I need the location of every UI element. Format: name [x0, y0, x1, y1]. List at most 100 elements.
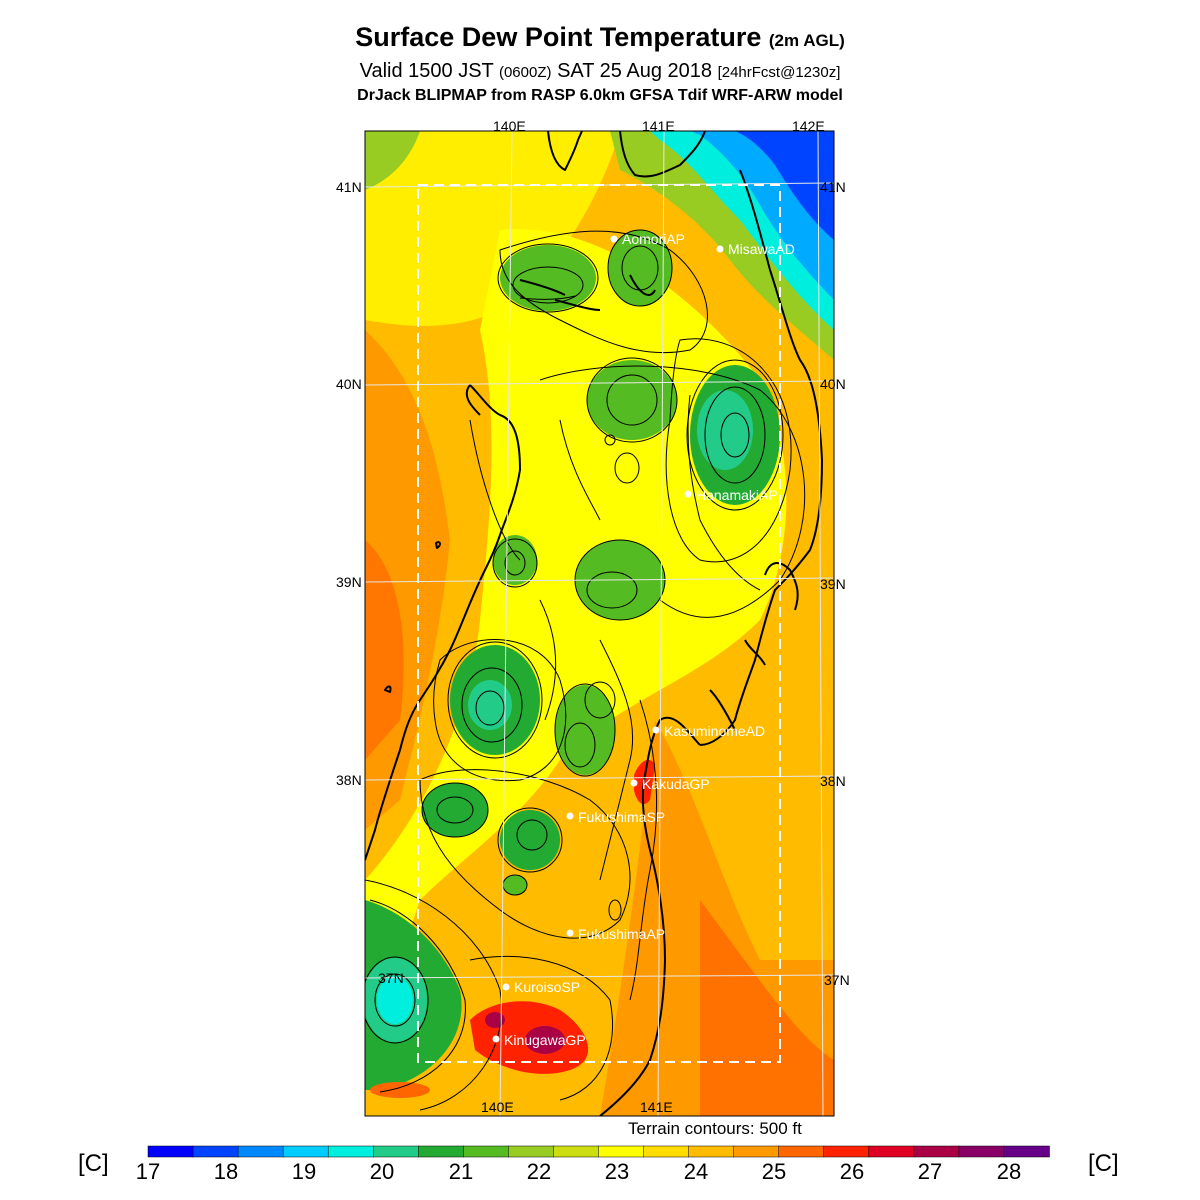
- station-label: HanamakiAP: [696, 487, 778, 503]
- lon-label-top-141: 141E: [642, 118, 675, 134]
- station-label: AomoriAP: [622, 231, 685, 247]
- inner-domain-boundary: [417, 184, 781, 1063]
- station-marker: [502, 983, 510, 991]
- station-marker: [492, 1035, 500, 1043]
- station-marker: [716, 245, 724, 253]
- station-marker: [566, 812, 574, 820]
- valid-date: SAT 25 Aug 2018: [557, 60, 713, 82]
- colorbar-swatch: [733, 1145, 780, 1158]
- colorbar-tick: 27: [918, 1159, 942, 1184]
- title-valid: Valid 1500 JST (0600Z) SAT 25 Aug 2018 […: [0, 58, 1200, 86]
- title-main: Surface Dew Point Temperature (2m AGL): [0, 20, 1200, 58]
- stations: AomoriAP MisawaAD HanamakiAP KasuminomeA…: [492, 231, 795, 1048]
- forecast-info: [24hrFcst@1230z]: [717, 64, 841, 81]
- colorbar: 17 18 19 20 21 22 23 24 25 26 27 28: [136, 1145, 1050, 1184]
- station-marker: [566, 929, 574, 937]
- station-marker: [630, 779, 638, 787]
- field-green-4b: [697, 390, 753, 470]
- lat-label-right-41: 41N: [820, 179, 846, 195]
- field-green-9: [422, 783, 488, 837]
- field-green-5: [493, 535, 537, 585]
- colorbar-swatch: [463, 1145, 510, 1158]
- field-purple-south-2: [485, 1012, 505, 1028]
- lon-label-bottom-140: 140E: [481, 1099, 514, 1115]
- colorbar-tick: 19: [292, 1159, 316, 1184]
- field-cyan-sw-core: [377, 976, 413, 1024]
- colorbar-swatch: [1003, 1145, 1050, 1158]
- colorbar-swatch: [147, 1145, 194, 1158]
- colorbar-swatch: [508, 1145, 555, 1158]
- colorbar-unit-right: [C]: [1088, 1150, 1119, 1177]
- title-main-text: Surface Dew Point Temperature: [355, 22, 762, 52]
- lat-label-right-37: 37N: [824, 972, 850, 988]
- terrain-contours: [365, 229, 806, 1111]
- lon-label-top-142: 142E: [792, 118, 825, 134]
- field-north-yellow: [365, 131, 620, 326]
- station-marker: [684, 490, 692, 498]
- colorbar-swatch: [913, 1145, 960, 1158]
- colorbar-swatch: [958, 1145, 1005, 1158]
- lat-label-right-38: 38N: [820, 773, 846, 789]
- colorbar-swatch: [688, 1145, 735, 1158]
- axis-labels: 140E 141E 142E 140E 141E 41N 40N 39N 38N…: [336, 118, 850, 1115]
- station-label: KakudaGP: [642, 776, 710, 792]
- field-green-8: [555, 685, 615, 775]
- colorbar-swatch: [868, 1145, 915, 1158]
- graticule: [364, 130, 835, 1117]
- colorbar-tick: 21: [449, 1159, 473, 1184]
- colorbar-swatch: [553, 1145, 600, 1158]
- lon-label-bottom-141: 141E: [640, 1099, 673, 1115]
- station-marker: [610, 235, 618, 243]
- station-marker: [652, 726, 660, 734]
- map-frame: [364, 130, 835, 1117]
- field-purple-south-1: [525, 1026, 565, 1054]
- title-main-suffix: (2m AGL): [768, 31, 845, 50]
- field-green-7b: [468, 680, 512, 730]
- colorbar-swatch: [643, 1145, 690, 1158]
- colorbar-tick: 26: [840, 1159, 864, 1184]
- colorbar-swatch: [778, 1145, 825, 1158]
- colorbar-swatch: [373, 1145, 420, 1158]
- lat-label-left-39: 39N: [336, 574, 362, 590]
- colorbar-unit-left: [C]: [78, 1150, 109, 1177]
- lat-label-right-40: 40N: [820, 376, 846, 392]
- colorbar-tick: 18: [214, 1159, 238, 1184]
- valid-utc: (0600Z): [498, 64, 552, 81]
- field-green-11: [503, 875, 527, 895]
- colorbar-swatch: [418, 1145, 465, 1158]
- field-green-3: [587, 360, 677, 440]
- lat-label-left-40: 40N: [336, 376, 362, 392]
- lat-label-left-41: 41N: [336, 179, 362, 195]
- valid-prefix: Valid 1500 JST: [359, 60, 494, 82]
- colorbar-swatch: [327, 1145, 375, 1158]
- colorbar-tick: 23: [605, 1159, 629, 1184]
- field-land-yellow: [365, 229, 787, 1060]
- chart-title-block: Surface Dew Point Temperature (2m AGL) V…: [0, 20, 1200, 106]
- field-green-10: [500, 810, 560, 870]
- lat-label-right-39: 39N: [820, 576, 846, 592]
- colorbar-swatch: [823, 1145, 870, 1158]
- station-label: KinugawaGP: [504, 1032, 586, 1048]
- map-field: [365, 131, 834, 1116]
- lat-label-left-37: 37N: [378, 970, 404, 986]
- coastlines: [365, 131, 823, 1116]
- lon-label-top-140: 140E: [493, 118, 526, 134]
- station-label: KasuminomeAD: [664, 723, 765, 739]
- station-label: KuroisoSP: [514, 979, 580, 995]
- colorbar-swatch: [598, 1145, 645, 1158]
- colorbar-tick: 17: [136, 1159, 160, 1184]
- colorbar-ticks: 17 18 19 20 21 22 23 24 25 26 27 28: [136, 1159, 1021, 1184]
- field-west-sea-hot: [365, 540, 404, 760]
- field-ne-deep-blue: [730, 131, 834, 240]
- colorbar-tick: 28: [997, 1159, 1021, 1184]
- lat-label-left-38: 38N: [336, 772, 362, 788]
- field-green-2: [608, 230, 672, 306]
- colorbar-tick: 24: [684, 1159, 708, 1184]
- station-label: FukushimaSP: [578, 809, 665, 825]
- field-nw-corner-green: [365, 131, 420, 190]
- model-line: DrJack BLIPMAP from RASP 6.0km GFSA Tdif…: [357, 87, 843, 104]
- colorbar-tick: 22: [527, 1159, 551, 1184]
- colorbar-tick: 25: [762, 1159, 786, 1184]
- colorbar-swatches: [147, 1145, 1050, 1158]
